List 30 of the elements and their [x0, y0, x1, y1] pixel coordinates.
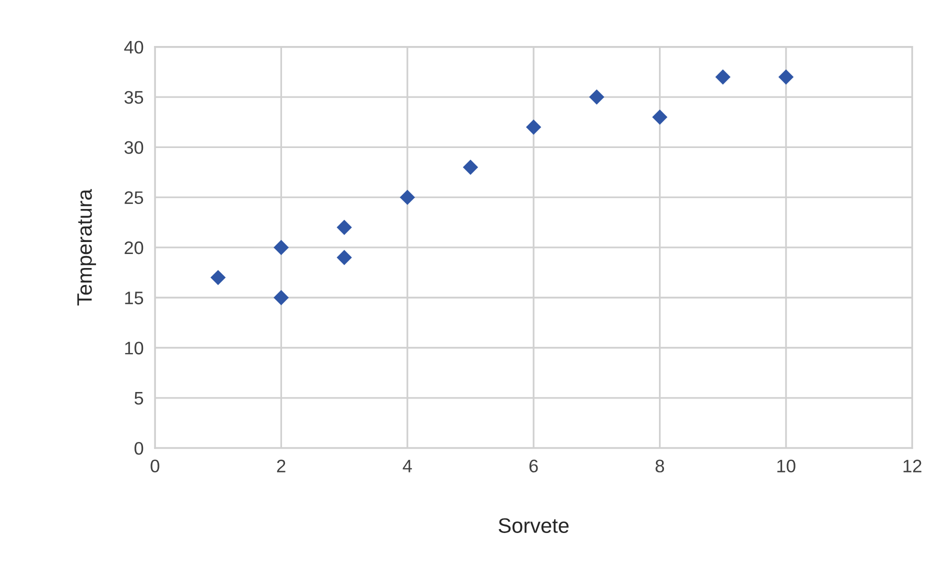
x-tick-label: 2 — [277, 460, 286, 472]
point — [462, 160, 478, 175]
x-axis-title: Sorvete — [498, 518, 569, 533]
point — [336, 250, 352, 266]
x-tick-label: 6 — [529, 460, 538, 472]
x-tick-label: 12 — [904, 460, 922, 472]
point — [336, 220, 352, 236]
y-tick-label: 15 — [125, 292, 144, 304]
y-tick-label: 30 — [124, 141, 144, 154]
point — [715, 69, 731, 85]
x-tick-label: 10 — [777, 460, 796, 472]
y-tick-label: 20 — [124, 241, 144, 254]
y-tick-label: 25 — [124, 191, 144, 204]
x-tick-label: 4 — [402, 460, 412, 472]
y-tick-label: 5 — [134, 392, 144, 405]
point — [652, 109, 668, 125]
y-axis-title: Temperatura — [77, 188, 96, 306]
x-tick-label: 0 — [150, 460, 160, 472]
y-tick-label: 10 — [125, 342, 144, 354]
x-tick-label: 8 — [656, 460, 664, 472]
y-tick-label: 40 — [124, 40, 144, 54]
point — [274, 240, 289, 256]
point — [778, 69, 794, 85]
y-tick-label: 0 — [134, 442, 144, 455]
point — [400, 190, 415, 205]
point — [274, 290, 289, 306]
point — [589, 89, 604, 105]
point — [526, 120, 542, 135]
y-tick-label: 35 — [124, 90, 144, 104]
point — [210, 270, 226, 286]
